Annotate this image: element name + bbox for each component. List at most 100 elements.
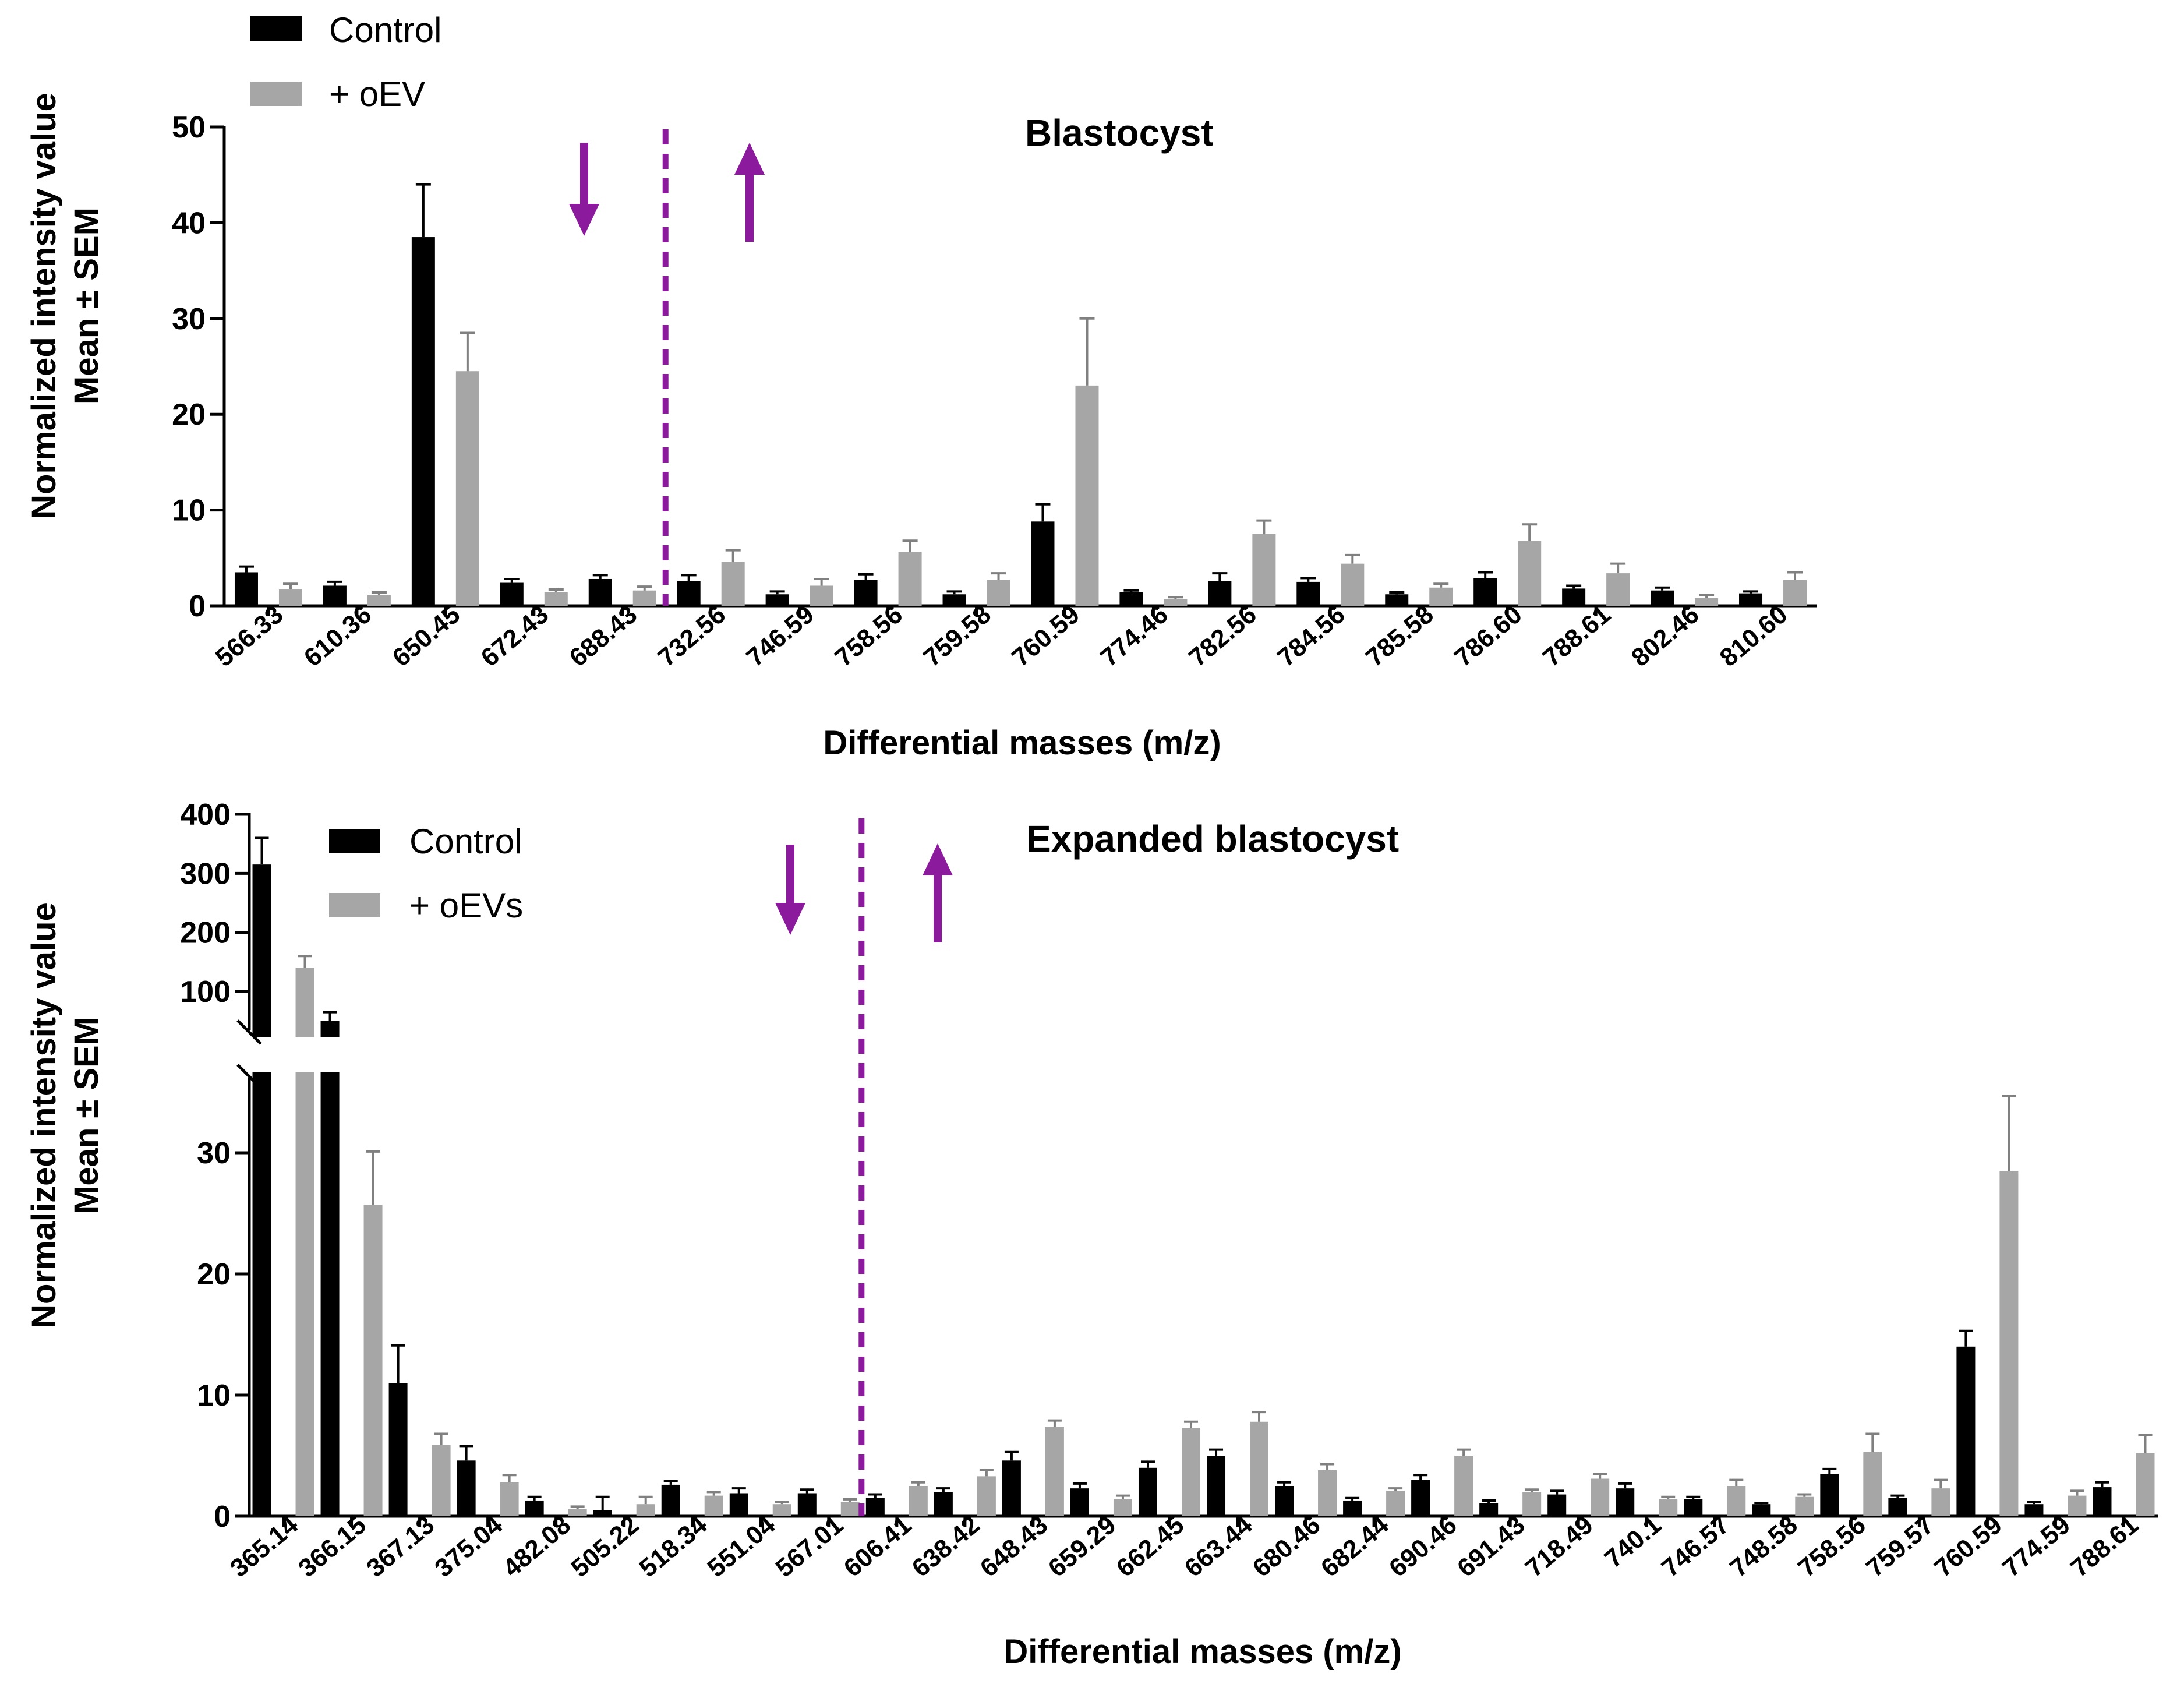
legend: Control + oEVs [329,822,523,925]
x-tick-label: 758.56 [829,600,908,672]
x-tick-label: 746.57 [1656,1510,1735,1583]
bar [1695,598,1719,606]
legend: Control + oEV [250,10,441,114]
bar [593,1510,612,1516]
legend-swatch-oevs [329,893,380,917]
chart-marks: 0 10 20 30 40 50 566.33 610.36 650.45 672.43 688.4… [172,111,1817,672]
y-tick-label: 200 [180,916,231,950]
y-tick-label: 300 [180,857,231,891]
bar [1208,581,1232,606]
chart-title: Blastocyst [1025,112,1214,154]
x-tick-label: 367.13 [361,1510,440,1583]
x-tick-label: 688.43 [564,600,643,672]
bar [1250,1421,1269,1516]
bar [677,581,701,606]
x-tick-label: 566.33 [210,600,289,672]
bar [411,237,435,606]
x-tick-label: 774.46 [1095,600,1174,672]
bar [1547,1494,1567,1516]
bar [588,578,612,606]
bar [457,1460,476,1516]
bar [1164,599,1188,606]
x-tick-label: 662.45 [1111,1510,1190,1583]
bar [772,1504,791,1516]
up-arrow-icon [923,843,953,875]
y-axis-label-secondary: Mean ± SEM [68,207,105,404]
x-tick-label: 782.56 [1183,600,1262,672]
x-tick-label: 690.46 [1384,1510,1462,1583]
bar [1739,593,1763,606]
bar [1795,1496,1814,1516]
bar [840,1502,860,1516]
bar [1684,1499,1703,1516]
x-tick-label: 760.59 [1006,600,1085,672]
bar [765,594,789,606]
x-tick-label: 518.34 [634,1510,713,1583]
x-tick-label: 810.60 [1715,600,1793,672]
y-tick-label: 10 [197,1379,231,1413]
bar [1002,1460,1021,1516]
bar [1752,1504,1771,1516]
x-tick-label: 785.58 [1360,600,1439,672]
bar [797,1493,817,1516]
bar [898,552,922,606]
x-tick-label: 505.22 [566,1510,645,1583]
x-tick-label: 650.45 [387,600,466,672]
bar [1341,563,1365,606]
legend-label-oev: + oEV [329,75,425,114]
legend-label-control: Control [329,10,441,50]
bar [2068,1495,2087,1516]
bar [1659,1499,1678,1516]
legend-swatch-control [329,829,380,853]
x-tick-label: 718.49 [1520,1510,1599,1583]
bar [1473,578,1497,606]
bar [1296,581,1320,606]
x-tick-label: 691.43 [1452,1510,1531,1583]
expanded-blastocyst-chart: Expanded blastocyst Differential masses … [25,798,2158,1671]
legend-swatch-oev [250,82,302,106]
bar [363,1205,383,1516]
axis-break-mark [236,1064,262,1089]
x-tick-label: 610.36 [299,600,377,672]
y-tick-label: 50 [172,111,206,144]
x-tick-label: 774.59 [1997,1510,2076,1583]
bar [500,1482,519,1516]
down-arrow-icon [775,903,805,935]
x-axis-label: Differential masses (m/z) [1003,1633,1401,1671]
x-tick-label: 748.58 [1724,1510,1803,1583]
bar [1956,1346,1976,1516]
bar [1863,1452,1882,1516]
bar [729,1493,748,1516]
x-tick-label: 638.42 [907,1510,985,1583]
bar [1031,521,1055,606]
x-tick-label: 606.41 [839,1510,917,1583]
bar [1429,587,1453,606]
bar [1888,1498,1907,1516]
y-tick-label: 0 [189,589,206,623]
x-tick-label: 732.56 [653,600,731,672]
bar [295,1072,314,1516]
bar [544,592,568,606]
x-tick-label: 682.44 [1316,1510,1394,1583]
x-tick-label: 759.57 [1861,1510,1939,1583]
x-tick-label: 663.44 [1179,1510,1258,1583]
bar [388,1383,408,1516]
bar [1522,1492,1542,1516]
bar [252,1072,271,1516]
legend-label-oevs: + oEVs [409,886,523,925]
bar [2093,1487,2112,1516]
y-tick-label: 30 [197,1136,231,1170]
bar [1075,385,1099,606]
bar [2024,1504,2044,1516]
bar [278,589,302,606]
bar [1070,1488,1089,1516]
bar [661,1484,680,1516]
x-tick-label: 760.59 [1929,1510,2008,1583]
bar [1181,1428,1200,1516]
bar [1252,534,1276,606]
y-tick-label: 10 [172,494,206,528]
x-tick-label: 740.1 [1599,1510,1667,1573]
y-tick-label: 20 [172,398,206,432]
bar [1616,1488,1635,1516]
x-tick-label: 759.58 [918,600,996,672]
